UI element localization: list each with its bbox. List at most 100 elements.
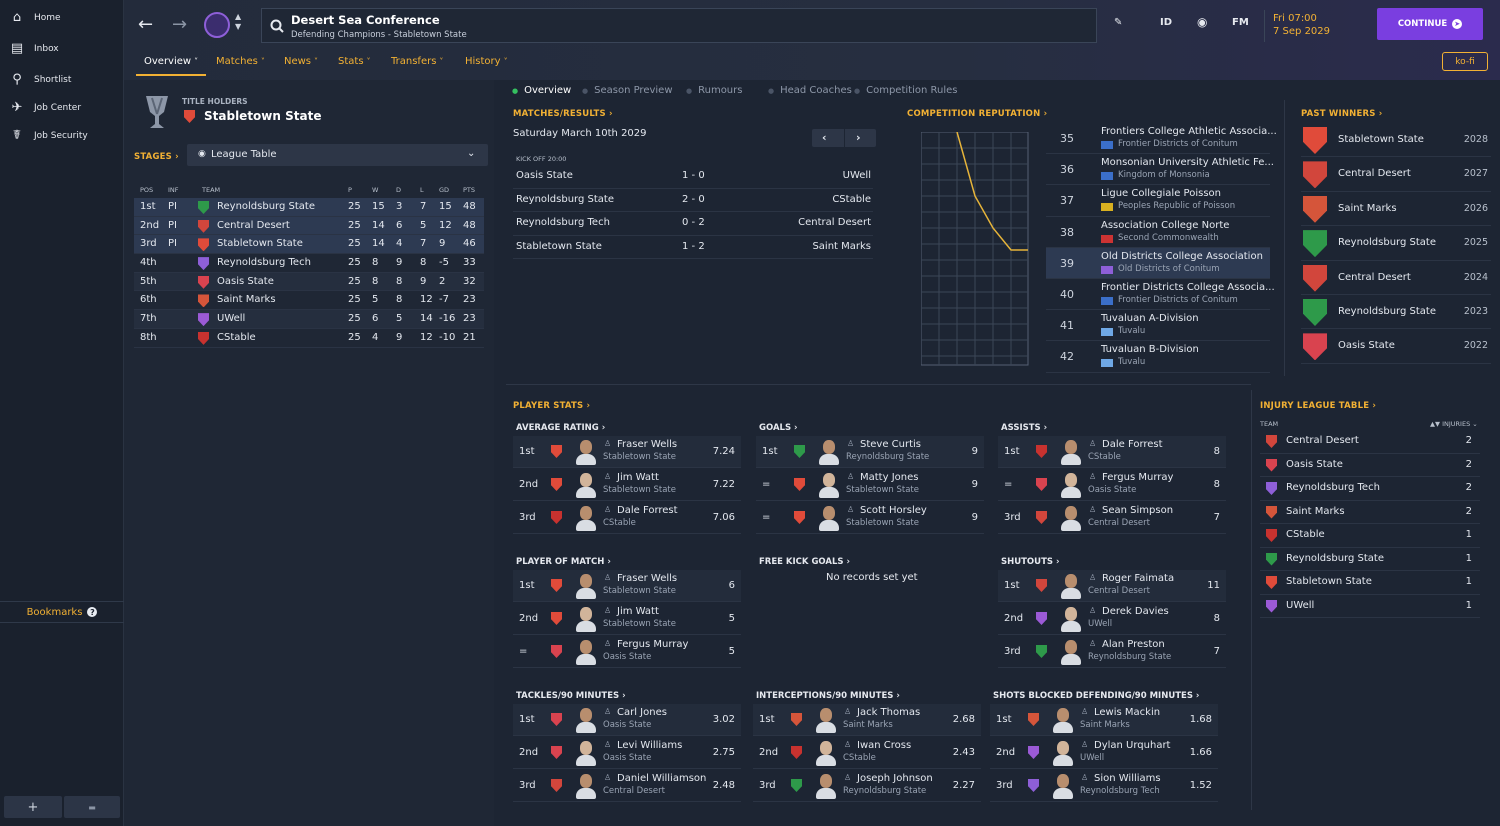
player-avatar[interactable] (815, 707, 837, 733)
kofi-button[interactable]: ko-fi (1442, 52, 1488, 71)
nation-name[interactable]: Second Commonwealth (1118, 232, 1219, 243)
table-row[interactable]: 5th Oasis State 25 8 8 9 2 32 (134, 272, 484, 292)
player-team[interactable]: Reynoldsburg State (843, 786, 927, 796)
injury-row[interactable]: CStable 1 (1260, 524, 1480, 548)
past-winner-row[interactable]: Stabletown State 2028 (1301, 123, 1491, 158)
winner-team[interactable]: Stabletown State (1338, 134, 1424, 145)
stat-row[interactable]: = ♙ Fergus Murray Oasis State 8 (998, 469, 1226, 501)
competition-name[interactable]: Ligue Collegiale Poisson (1101, 188, 1221, 200)
table-row[interactable]: 6th Saint Marks 25 5 8 12 -7 23 (134, 291, 484, 311)
injury-row[interactable]: Saint Marks 2 (1260, 501, 1480, 524)
past-winner-row[interactable]: Oasis State 2022 (1301, 329, 1491, 364)
winner-team[interactable]: Saint Marks (1338, 202, 1397, 214)
competition-name[interactable]: Association College Norte (1101, 219, 1230, 231)
winner-team[interactable]: Reynoldsburg State (1338, 237, 1436, 249)
competition-switch-icon[interactable]: ▲ ▼ (235, 12, 242, 31)
tab-transfers[interactable]: Transfers ˅ (391, 56, 443, 67)
injury-team[interactable]: Reynoldsburg State (1286, 552, 1384, 564)
folder-button[interactable]: ▬ (64, 796, 120, 818)
stat-row[interactable]: 3rd ♙ Sean Simpson Central Desert 7 (998, 502, 1226, 534)
injury-team[interactable]: Central Desert (1286, 435, 1359, 446)
past-winner-row[interactable]: Central Desert 2027 (1301, 157, 1491, 192)
past-winners-header[interactable]: PAST WINNERS › (1301, 109, 1383, 119)
nation-name[interactable]: Tuvalu (1118, 357, 1146, 368)
player-name[interactable]: Matty Jones (860, 472, 919, 483)
player-team[interactable]: Oasis State (1088, 485, 1137, 495)
home-team[interactable]: Reynoldsburg State (516, 193, 614, 205)
column-header[interactable]: POS (140, 186, 154, 194)
competition-name[interactable]: Tuvaluan A-Division (1101, 313, 1199, 325)
stat-row[interactable]: 2nd ♙ Levi Williams Oasis State 2.75 (513, 737, 741, 769)
subtab-season-preview[interactable]: ● Season Preview (582, 85, 673, 96)
match-score[interactable]: 0 - 2 (682, 217, 705, 228)
add-button[interactable]: + (4, 796, 62, 818)
back-icon[interactable]: ← (138, 14, 154, 35)
match-row[interactable]: Reynoldsburg Tech 0 - 2 Central Desert (513, 212, 873, 236)
injury-row[interactable]: Stabletown State 1 (1260, 571, 1480, 595)
player-name[interactable]: Sion Williams (1094, 773, 1161, 784)
player-avatar[interactable] (575, 439, 597, 465)
stat-row[interactable]: = ♙ Matty Jones Stabletown State 9 (756, 469, 984, 501)
reputation-row[interactable]: 37 Ligue Collegiale Poisson Peoples Republ… (1046, 185, 1270, 217)
stat-block-title[interactable]: SHUTOUTS › (1001, 557, 1060, 567)
injury-team[interactable]: UWell (1286, 599, 1315, 611)
column-header[interactable]: P (348, 186, 352, 194)
stat-row[interactable]: 2nd ♙ Dylan Urquhart UWell 1.66 (990, 737, 1218, 769)
away-team[interactable]: Saint Marks (812, 240, 871, 252)
nation-name[interactable]: Old Districts of Conitum (1118, 263, 1220, 274)
stat-row[interactable]: 3rd ♙ Sion Williams Reynoldsburg Tech 1.52 (990, 770, 1218, 802)
team-name[interactable]: Saint Marks (217, 294, 276, 306)
home-team[interactable]: Reynoldsburg Tech (516, 217, 610, 228)
away-team[interactable]: UWell (842, 170, 871, 181)
team-name[interactable]: Stabletown State (217, 238, 303, 250)
home-team[interactable]: Stabletown State (516, 240, 602, 252)
nation-name[interactable]: Tuvalu (1118, 326, 1146, 337)
sidebar-item-job-center[interactable]: ✈ Job Center (0, 95, 124, 121)
competition-name[interactable]: Tuvaluan B-Division (1101, 344, 1199, 356)
table-row[interactable]: 3rd PI Stabletown State 25 14 4 7 9 46 (134, 235, 484, 255)
stat-block-title[interactable]: FREE KICK GOALS › (759, 557, 851, 567)
team-name[interactable]: Oasis State (217, 275, 274, 287)
column-header[interactable]: W (372, 186, 379, 194)
player-name[interactable]: Fraser Wells (617, 573, 678, 584)
player-avatar[interactable] (1060, 472, 1082, 498)
column-header[interactable]: PTS (463, 186, 476, 194)
nation-name[interactable]: Peoples Republic of Poisson (1118, 201, 1236, 212)
table-row[interactable]: 2nd PI Central Desert 25 14 6 5 12 48 (134, 216, 484, 236)
stat-row[interactable]: 2nd ♙ Jim Watt Stabletown State 7.22 (513, 469, 741, 501)
player-name[interactable]: Alan Preston (1102, 639, 1165, 650)
injury-team[interactable]: Reynoldsburg Tech (1286, 482, 1380, 493)
fm-button[interactable]: FM (1232, 17, 1249, 28)
tab-news[interactable]: News ˅ (284, 56, 318, 67)
table-row[interactable]: 7th UWell 25 6 5 14 -16 23 (134, 310, 484, 329)
stat-row[interactable]: 1st ♙ Dale Forrest CStable 8 (998, 436, 1226, 468)
player-avatar[interactable] (575, 472, 597, 498)
player-team[interactable]: UWell (1088, 619, 1113, 629)
player-name[interactable]: Jack Thomas (857, 707, 921, 718)
stat-row[interactable]: 1st ♙ Lewis Mackin Saint Marks 1.68 (990, 704, 1218, 736)
match-row[interactable]: Stabletown State 1 - 2 Saint Marks (513, 236, 873, 259)
subtab-overview[interactable]: ● Overview (512, 85, 571, 96)
player-team[interactable]: Saint Marks (1080, 720, 1130, 730)
player-avatar[interactable] (815, 773, 837, 799)
player-avatar[interactable] (818, 505, 840, 531)
stat-row[interactable]: 3rd ♙ Daniel Williamson Central Desert 2.48 (513, 770, 741, 802)
player-avatar[interactable] (575, 606, 597, 632)
player-name[interactable]: Joseph Johnson (857, 773, 933, 784)
player-name[interactable]: Scott Horsley (860, 505, 927, 516)
stat-row[interactable]: 1st ♙ Jack Thomas Saint Marks 2.68 (753, 704, 981, 736)
injury-row[interactable]: Central Desert 2 (1260, 430, 1480, 454)
stat-row[interactable]: 3rd ♙ Alan Preston Reynoldsburg State 7 (998, 636, 1226, 668)
bookmarks-button[interactable]: Bookmarks? (0, 601, 124, 623)
player-avatar[interactable] (1052, 773, 1074, 799)
stat-row[interactable]: 2nd ♙ Iwan Cross CStable 2.43 (753, 737, 981, 769)
injury-team[interactable]: CStable (1286, 529, 1325, 540)
player-name[interactable]: Lewis Mackin (1094, 707, 1161, 718)
column-header[interactable]: GD (439, 186, 450, 194)
stat-block-title[interactable]: SHOTS BLOCKED DEFENDING/90 MINUTES › (993, 691, 1200, 701)
past-winner-row[interactable]: Central Desert 2024 (1301, 261, 1491, 295)
player-team[interactable]: Reynoldsburg State (846, 452, 930, 462)
stat-row[interactable]: 3rd ♙ Dale Forrest CStable 7.06 (513, 502, 741, 534)
player-team[interactable]: Oasis State (603, 720, 652, 730)
player-avatar[interactable] (575, 740, 597, 766)
